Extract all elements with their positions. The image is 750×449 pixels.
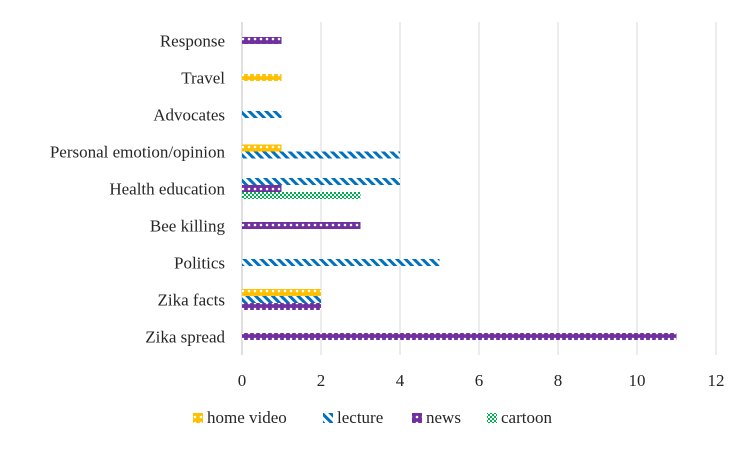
x-tick-label: 0 <box>238 371 247 390</box>
x-tick-label: 10 <box>629 371 646 390</box>
bar-lecture-health-education <box>242 178 400 185</box>
legend-swatch-lecture <box>323 413 333 423</box>
x-tick-label: 4 <box>396 371 405 390</box>
bar-news-health-education <box>242 185 282 192</box>
legend-label-news: news <box>426 408 461 427</box>
x-tick-label: 6 <box>475 371 484 390</box>
legend-label-home-video: home video <box>207 408 287 427</box>
legend: home video lecture news cartoon <box>193 408 552 427</box>
bar-news-response <box>242 37 282 44</box>
bar-news-zika-facts <box>242 303 321 310</box>
bar-lecture-advocates <box>242 111 282 118</box>
category-label-personal-emotion-opinion: Personal emotion/opinion <box>50 143 226 162</box>
category-label-zika-facts: Zika facts <box>158 291 226 310</box>
x-tick-labels: 0 2 4 6 8 10 12 <box>238 371 725 390</box>
category-label-bee-killing: Bee killing <box>150 217 226 236</box>
bar-home-video-personal-emotion-opinion <box>242 144 282 152</box>
category-label-politics: Politics <box>174 254 225 273</box>
category-label-health-education: Health education <box>109 180 225 199</box>
category-label-advocates: Advocates <box>153 106 225 125</box>
bar-news-zika-spread <box>242 333 677 340</box>
x-tick-label: 8 <box>554 371 563 390</box>
bar-home-video-zika-facts <box>242 289 321 296</box>
x-tick-label: 12 <box>708 371 725 390</box>
bar-lecture-politics <box>242 259 440 266</box>
bar-lecture-personal-emotion-opinion <box>242 151 400 159</box>
x-tick-label: 2 <box>317 371 326 390</box>
category-label-response: Response <box>160 32 225 51</box>
bar-news-bee-killing <box>242 222 361 229</box>
legend-label-cartoon: cartoon <box>501 408 552 427</box>
legend-swatch-cartoon <box>487 413 497 423</box>
category-label-zika-spread: Zika spread <box>145 328 225 347</box>
legend-label-lecture: lecture <box>337 408 383 427</box>
category-labels: Zika spread Zika facts Politics Bee killing… <box>50 32 226 347</box>
legend-swatch-home-video <box>193 413 203 423</box>
bars <box>242 37 677 340</box>
legend-swatch-news <box>412 413 422 423</box>
bar-lecture-zika-facts <box>242 296 321 303</box>
bar-cartoon-health-education <box>242 192 361 199</box>
bar-home-video-travel <box>242 74 282 81</box>
category-label-travel: Travel <box>181 69 225 88</box>
